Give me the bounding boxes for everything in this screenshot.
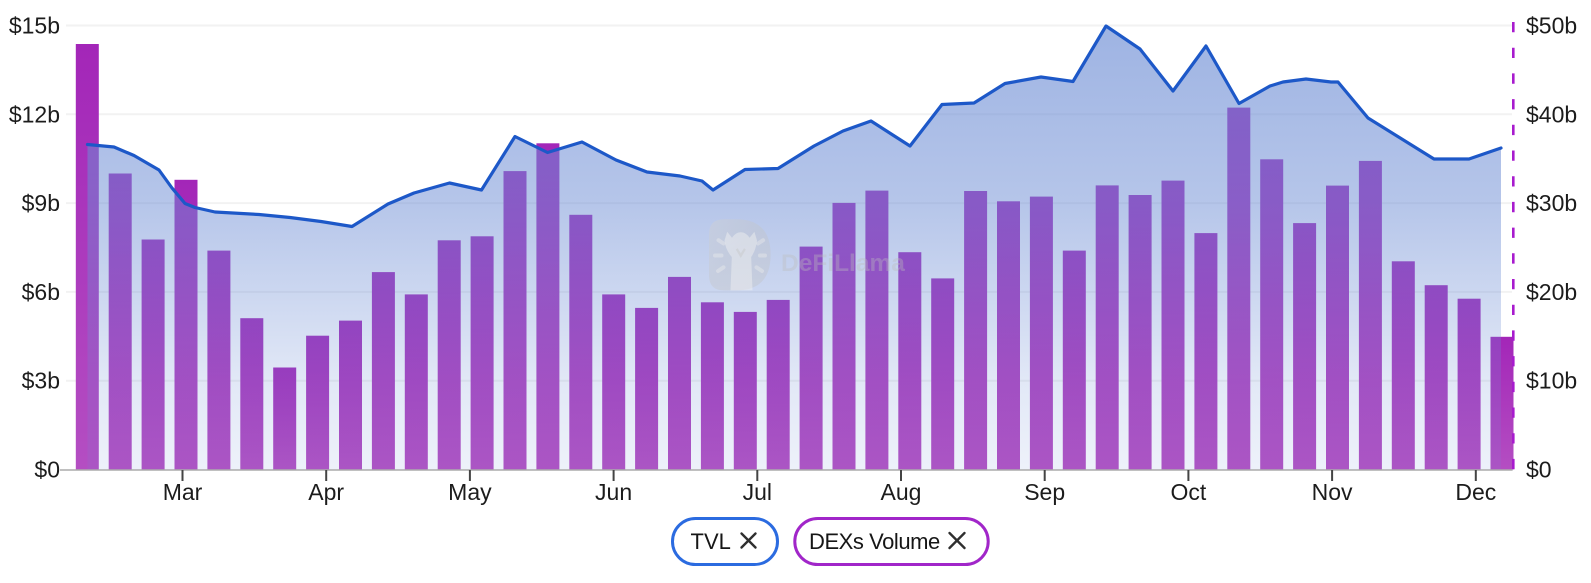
svg-text:$15b: $15b <box>9 13 60 39</box>
svg-text:Oct: Oct <box>1171 479 1207 505</box>
svg-text:$40b: $40b <box>1526 101 1577 127</box>
svg-text:$3b: $3b <box>22 368 60 394</box>
svg-text:$6b: $6b <box>22 279 60 305</box>
svg-text:$30b: $30b <box>1526 190 1577 216</box>
svg-text:Jun: Jun <box>595 479 632 505</box>
svg-text:$10b: $10b <box>1526 368 1577 394</box>
svg-text:$50b: $50b <box>1526 13 1577 39</box>
svg-text:Dec: Dec <box>1455 479 1496 505</box>
svg-text:Jul: Jul <box>743 479 772 505</box>
svg-text:DEXs Volume: DEXs Volume <box>809 529 940 554</box>
svg-text:$0: $0 <box>1526 457 1552 483</box>
svg-text:DeFiLlama: DeFiLlama <box>781 250 905 277</box>
svg-text:$12b: $12b <box>9 101 60 127</box>
svg-text:Aug: Aug <box>881 479 922 505</box>
svg-text:$9b: $9b <box>22 190 60 216</box>
svg-text:Mar: Mar <box>163 479 203 505</box>
svg-text:TVL: TVL <box>691 529 731 554</box>
svg-text:$0: $0 <box>34 457 60 483</box>
svg-text:May: May <box>448 479 492 505</box>
svg-text:Apr: Apr <box>308 479 344 505</box>
svg-text:Nov: Nov <box>1312 479 1353 505</box>
svg-text:Sep: Sep <box>1024 479 1065 505</box>
svg-text:$20b: $20b <box>1526 279 1577 305</box>
